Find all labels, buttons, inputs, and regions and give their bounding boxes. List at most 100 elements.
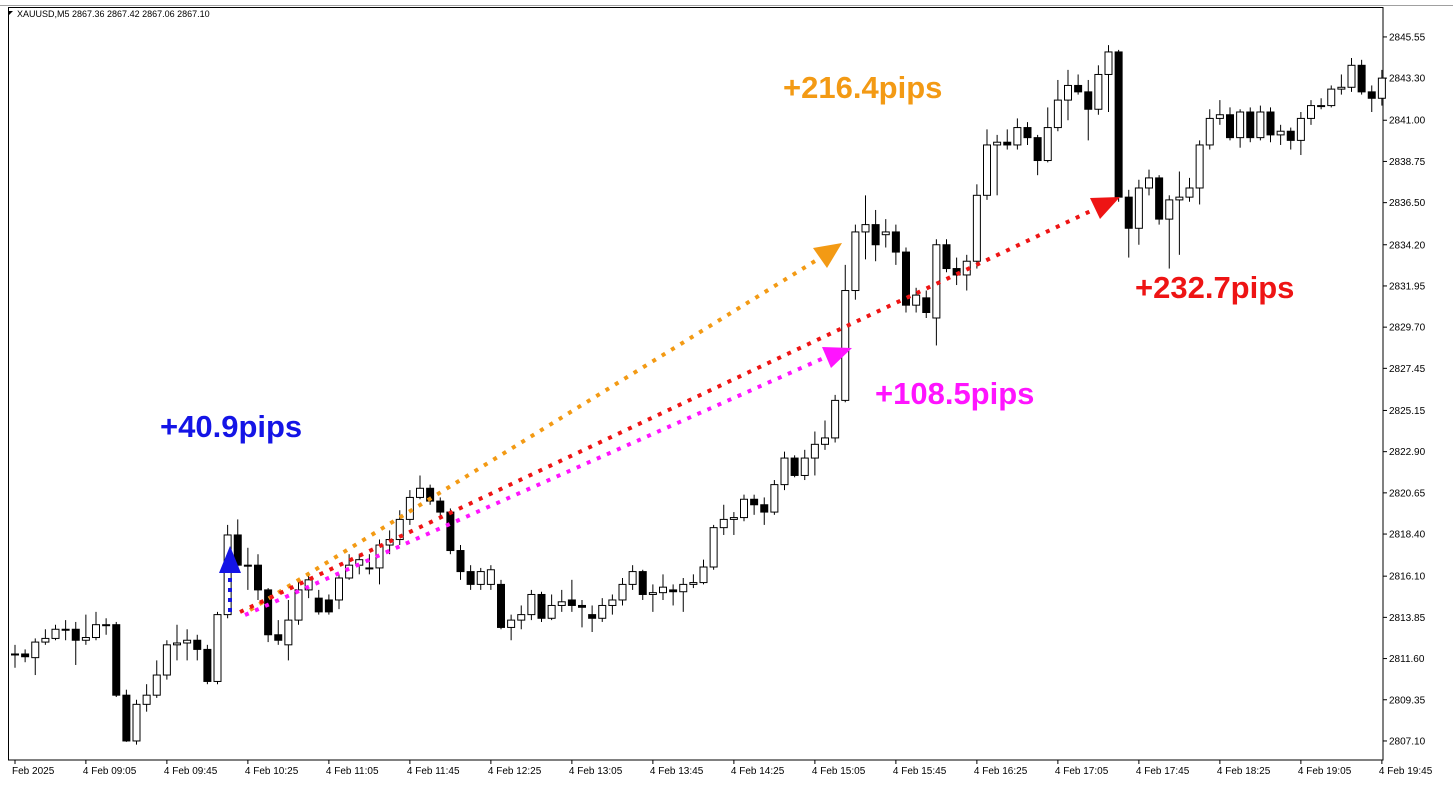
y-tick-label: 2831.95 xyxy=(1389,281,1426,292)
candle-body xyxy=(1215,114,1224,119)
candle-body xyxy=(1124,196,1133,229)
candle-body xyxy=(345,564,354,579)
x-tick-label: 4 Feb 15:45 xyxy=(893,766,947,777)
candle-body xyxy=(608,599,617,606)
candle-body xyxy=(881,231,890,236)
candle-body xyxy=(1377,77,1386,99)
candle-body xyxy=(213,614,222,682)
y-tick-label: 2811.60 xyxy=(1389,654,1425,665)
arrow-line xyxy=(244,355,827,617)
candle-body xyxy=(1317,105,1326,108)
y-tick-label: 2825.15 xyxy=(1389,406,1426,417)
candle-body xyxy=(335,577,343,601)
candle-body xyxy=(1084,91,1093,110)
candle-body xyxy=(1347,64,1356,88)
candle-body xyxy=(922,297,931,313)
candle-body xyxy=(446,511,455,552)
candle-body xyxy=(638,571,647,595)
candle-body xyxy=(557,601,566,606)
candle-body xyxy=(1165,199,1174,220)
x-tick-label: 4 Feb 11:45 xyxy=(407,766,460,777)
candle-body xyxy=(1013,127,1022,146)
candle-body xyxy=(61,628,70,631)
x-tick-label: 4 Feb 09:05 xyxy=(83,766,137,777)
candle-body xyxy=(1276,130,1285,136)
arrow-head xyxy=(1090,197,1120,219)
arrows xyxy=(219,197,1120,617)
candle-body xyxy=(1266,111,1275,136)
candle-body xyxy=(314,597,323,613)
annotation: +216.4pips xyxy=(783,70,942,105)
candle-body xyxy=(1114,51,1123,198)
candle-body xyxy=(81,637,90,641)
candle-body xyxy=(719,518,728,529)
candle-body xyxy=(821,437,829,445)
x-tick-label: 4 Feb 19:05 xyxy=(1298,766,1352,777)
candle-body xyxy=(527,593,536,616)
candle-body xyxy=(537,593,546,619)
x-tick-label: 4 Feb 14:25 xyxy=(731,766,785,777)
candle-body xyxy=(324,599,333,613)
candle-body xyxy=(800,457,809,476)
x-tick-label: 4 Feb 10:25 xyxy=(245,766,299,777)
candle-body xyxy=(588,614,597,619)
candle-body xyxy=(861,224,870,233)
y-tick-label: 2836.50 xyxy=(1389,198,1426,209)
candle-body xyxy=(183,639,192,644)
candle-body xyxy=(902,251,910,306)
candle-body xyxy=(790,457,799,476)
candle-body xyxy=(436,500,445,513)
annotation: +232.7pips xyxy=(1135,270,1294,305)
y-tick-label: 2816.10 xyxy=(1389,572,1426,583)
arrow-line xyxy=(239,207,1096,614)
candle-body xyxy=(142,694,151,705)
candle-body xyxy=(456,550,465,573)
x-tick-label: 4 Feb 17:45 xyxy=(1136,766,1190,777)
candle-body xyxy=(1226,114,1234,139)
candle-body xyxy=(1074,84,1083,93)
candle-body xyxy=(243,564,252,567)
candle-body xyxy=(294,589,303,621)
candle-body xyxy=(304,579,313,591)
candle-body xyxy=(274,634,283,641)
candle-body xyxy=(1195,144,1204,189)
candle-body xyxy=(1205,117,1214,146)
candle-body xyxy=(1094,73,1103,110)
candle-body xyxy=(891,231,900,253)
candle-body xyxy=(689,582,698,585)
candles xyxy=(11,45,1386,745)
candle-body xyxy=(264,589,273,636)
x-tick-label: Feb 2025 xyxy=(12,766,55,777)
candle-body xyxy=(699,566,708,584)
candle-body xyxy=(1236,111,1245,139)
candle-body xyxy=(486,569,495,585)
candle-body xyxy=(1043,127,1052,162)
chart-title: XAUUSD,M5 2867.36 2867.42 2867.06 2867.1… xyxy=(17,9,210,19)
candle-body xyxy=(1327,88,1336,107)
arrow-head xyxy=(219,546,241,573)
candle-body xyxy=(1023,127,1032,139)
x-tick-label: 4 Feb 11:05 xyxy=(326,766,379,777)
candle-body xyxy=(92,624,100,639)
candle-body xyxy=(871,224,880,246)
y-tick-label: 2827.45 xyxy=(1389,364,1426,375)
candle-body xyxy=(476,571,485,585)
x-tick-label: 4 Feb 17:05 xyxy=(1055,766,1109,777)
candle-body xyxy=(112,624,121,696)
candle-body xyxy=(760,504,769,513)
candle-body xyxy=(173,642,181,646)
candle-body xyxy=(1155,177,1164,220)
candle-body xyxy=(1033,137,1042,162)
candle-body xyxy=(11,653,19,656)
candle-body xyxy=(1256,111,1265,139)
candle-body xyxy=(983,144,991,196)
candle-body xyxy=(132,703,141,742)
candle-body xyxy=(578,604,586,608)
candle-body xyxy=(1145,177,1153,189)
candle-body xyxy=(1003,141,1012,146)
candle-body xyxy=(770,484,779,513)
arrow-head xyxy=(822,347,852,368)
candle-body xyxy=(102,624,111,627)
candle-body xyxy=(1367,91,1376,99)
